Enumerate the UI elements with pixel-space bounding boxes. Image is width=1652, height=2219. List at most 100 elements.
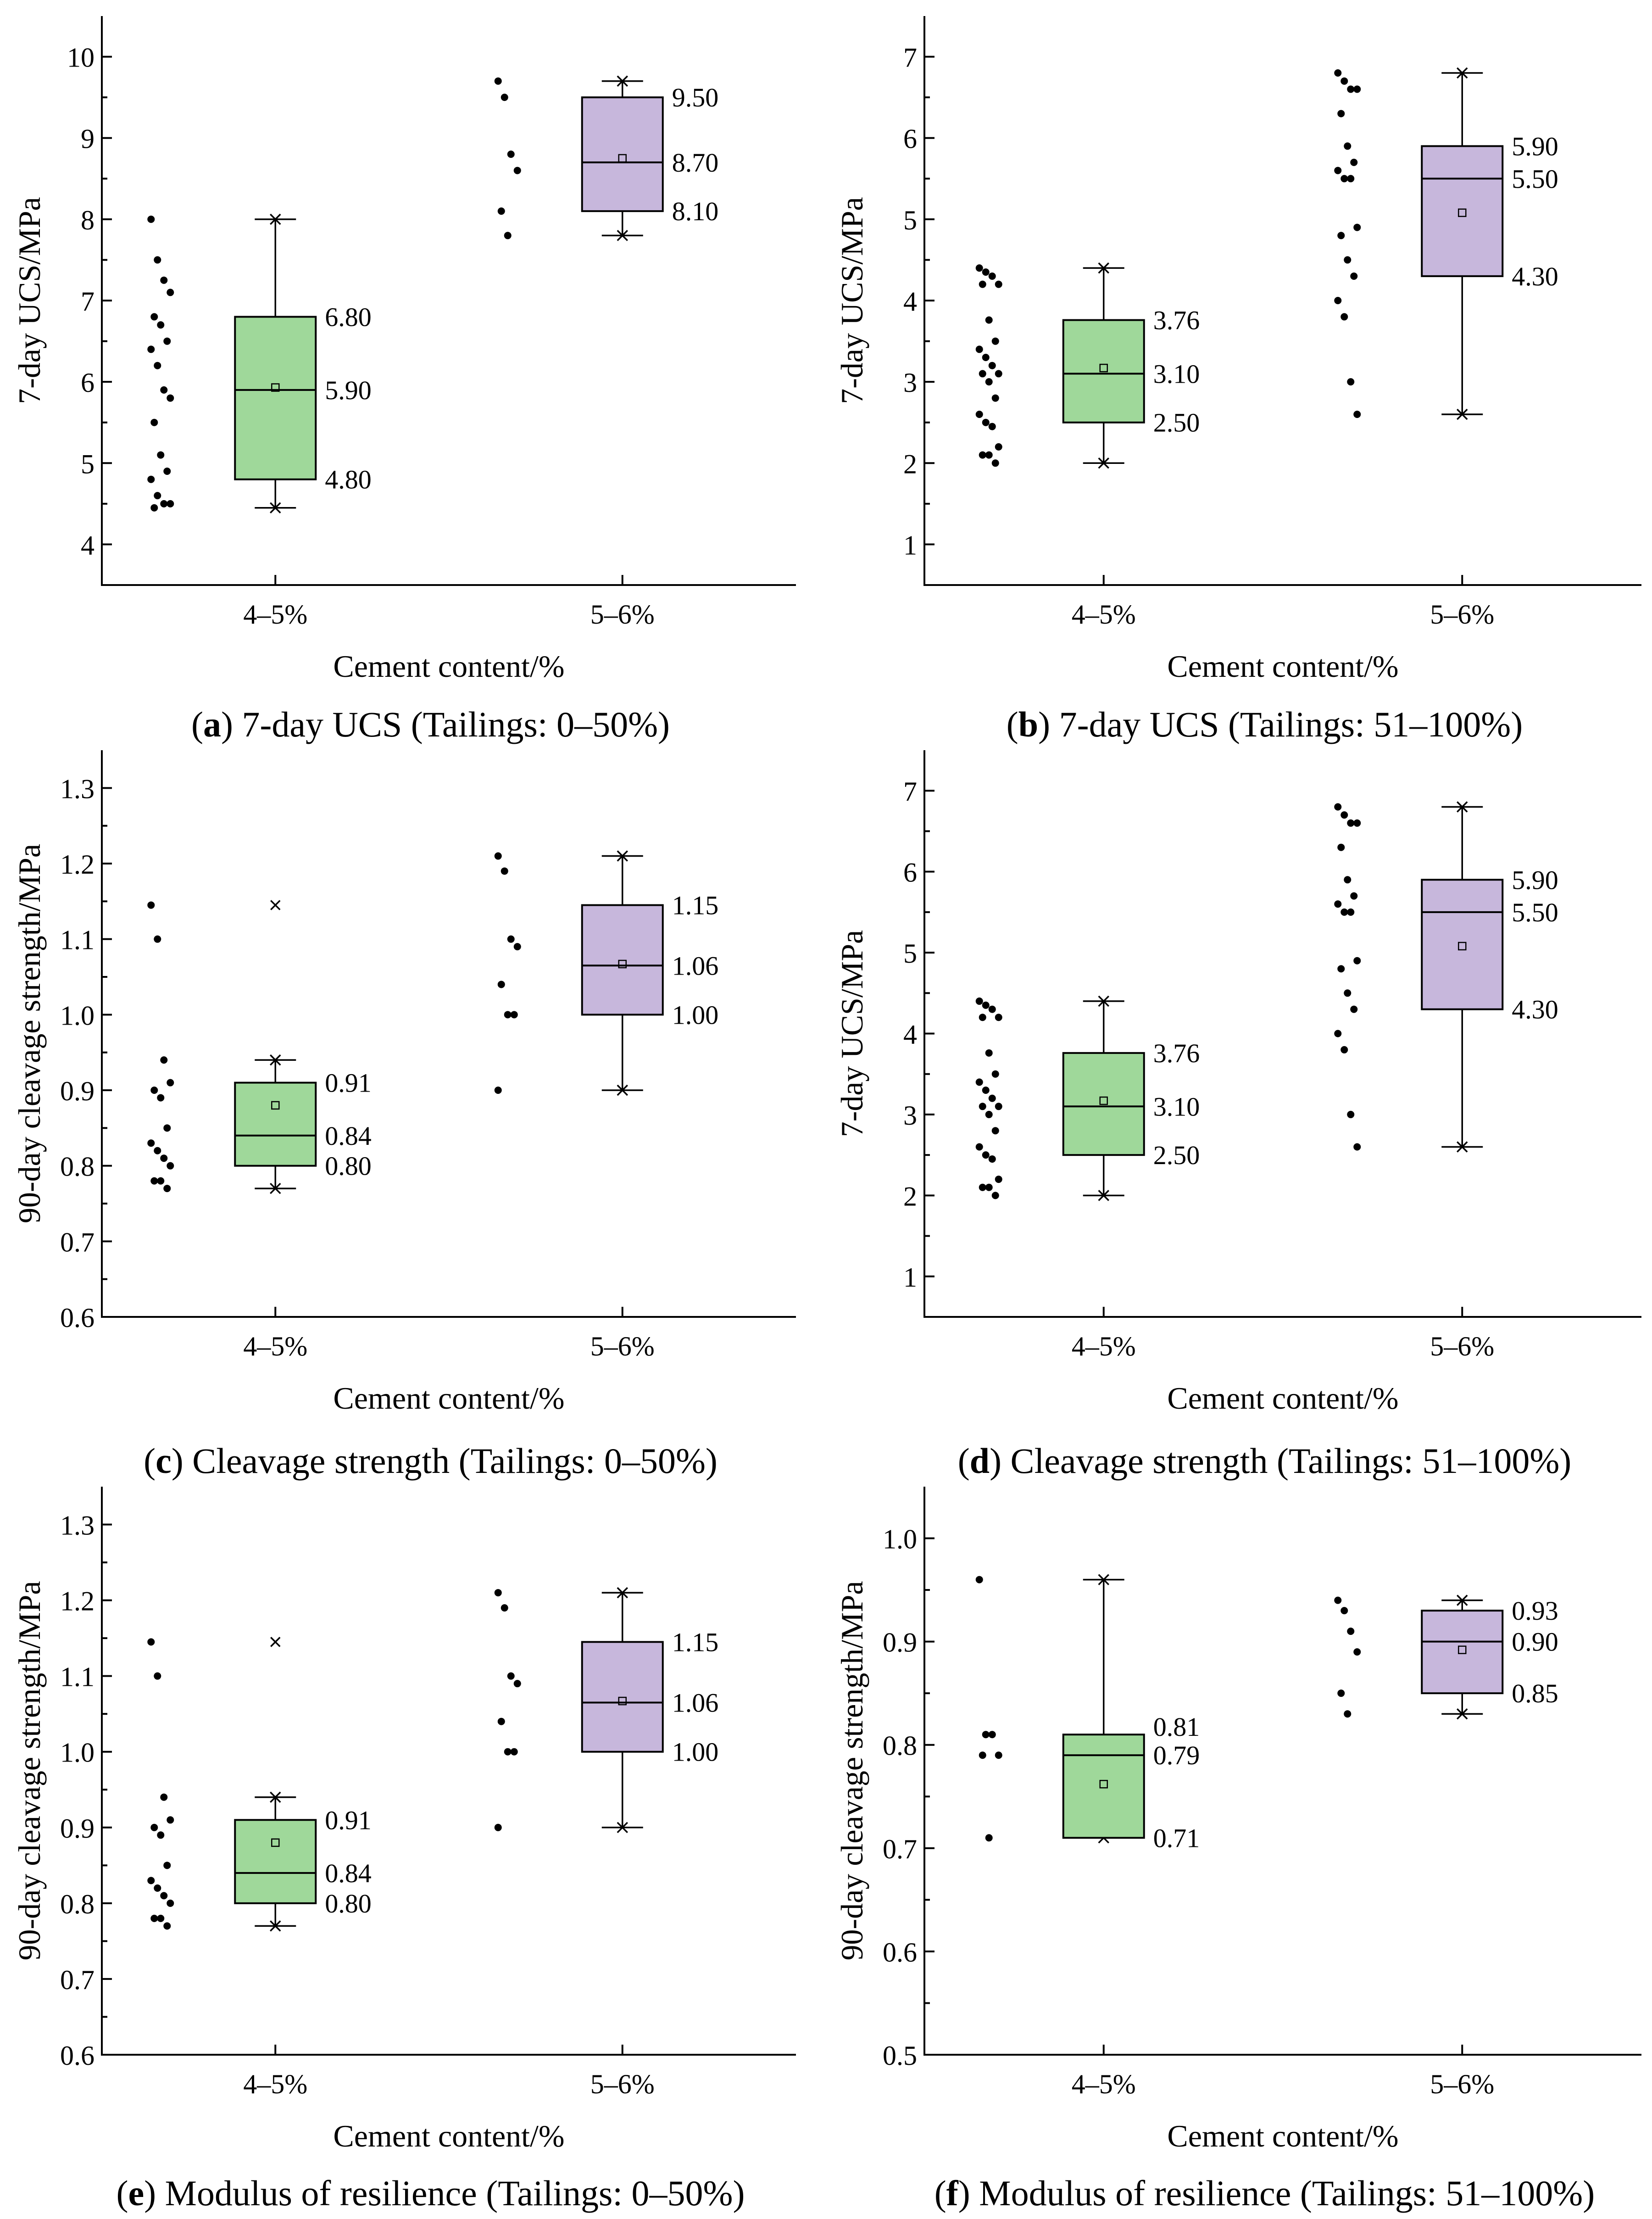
data-point	[1341, 313, 1348, 321]
value-label-q1: 0.85	[1512, 1678, 1558, 1708]
data-point	[501, 1604, 508, 1612]
value-label-q3: 3.76	[1153, 1038, 1200, 1068]
box-group-1: 3.76 3.10 2.50	[975, 262, 1200, 469]
data-point	[975, 1143, 983, 1151]
panel-caption: (d) Cleavage strength (Tailings: 51–100%…	[958, 1441, 1572, 1481]
data-point	[1350, 1005, 1358, 1013]
value-label-median: 1.06	[672, 1688, 719, 1717]
data-point	[160, 276, 168, 284]
y-tick-label: 8	[81, 205, 95, 235]
panel-caption: (c) Cleavage strength (Tailings: 0–50%)	[144, 1441, 718, 1481]
data-point	[988, 1155, 996, 1163]
data-point	[979, 370, 986, 378]
whisker-cap-marker	[1457, 801, 1468, 813]
data-point	[150, 1087, 158, 1094]
y-tick-label: 1.0	[60, 1000, 95, 1031]
data-point	[494, 77, 502, 85]
data-point	[1337, 232, 1345, 240]
value-label-median: 3.10	[1153, 359, 1200, 389]
data-point	[167, 289, 174, 296]
y-axis-label: 7-day UCS/MPa	[834, 930, 869, 1137]
y-tick-label: 5	[903, 205, 917, 235]
x-axis-label: Cement content/%	[333, 649, 564, 684]
data-point	[504, 1748, 512, 1756]
caption-letter: e	[128, 2173, 144, 2213]
y-tick-label: 3	[903, 368, 917, 398]
data-point	[1337, 965, 1345, 973]
data-point	[975, 411, 983, 418]
y-tick-label: 7	[903, 43, 917, 73]
y-tick-label: 1.2	[60, 849, 95, 880]
x-axis-label: Cement content/%	[333, 2119, 564, 2153]
data-point	[501, 94, 508, 101]
whisker-cap-marker	[1457, 1141, 1468, 1153]
data-point	[167, 1816, 174, 1824]
value-label-q3: 9.50	[672, 83, 719, 112]
data-point	[513, 1680, 521, 1688]
y-tick-label: 1.1	[60, 925, 95, 955]
data-point	[163, 1922, 171, 1930]
data-point	[985, 1834, 993, 1842]
data-point	[988, 362, 996, 369]
caption-text: ) Cleavage strength (Tailings: 0–50%)	[172, 1441, 718, 1481]
y-tick-label: 1.3	[60, 1511, 95, 1541]
data-point	[995, 1103, 1002, 1110]
data-point	[975, 264, 983, 272]
data-point	[510, 1011, 518, 1019]
mean-marker	[271, 383, 280, 392]
box-group-1: 6.80 5.90 4.80	[147, 213, 372, 513]
data-point	[1334, 69, 1342, 77]
y-tick-label: 0.8	[60, 1152, 95, 1182]
y-tick-label: 0.9	[60, 1076, 95, 1106]
box-iqr	[234, 316, 317, 480]
data-point	[147, 1638, 155, 1646]
box-iqr	[234, 1082, 317, 1167]
panel-caption: (b) 7-day UCS (Tailings: 51–100%)	[1007, 704, 1523, 744]
x-tick-label: 4–5%	[1072, 1331, 1136, 1361]
mean-marker	[618, 959, 627, 969]
value-label-q3: 1.15	[672, 1627, 719, 1657]
data-point	[160, 1892, 168, 1900]
y-axis-label: 90-day cleavage strength/MPa	[834, 1581, 869, 1960]
data-point	[157, 451, 165, 459]
data-point	[1353, 223, 1361, 231]
panel-caption: (e) Modulus of resilience (Tailings: 0–5…	[116, 2173, 745, 2213]
x-tick-label: 4–5%	[243, 599, 307, 630]
data-point	[147, 346, 155, 353]
x-tick-label: 5–6%	[1430, 2069, 1494, 2099]
y-tick-label: 0.5	[883, 2041, 917, 2071]
mean-marker	[1458, 942, 1467, 951]
y-tick-label: 1	[903, 530, 917, 560]
data-point	[975, 997, 983, 1005]
caption-letter: f	[946, 2173, 959, 2213]
data-point	[1337, 110, 1345, 117]
data-point	[1341, 77, 1348, 85]
y-tick-label: 0.6	[883, 1937, 917, 1968]
y-tick-label: 5	[81, 449, 95, 479]
whisker-cap-marker	[1098, 1574, 1109, 1585]
box-group-2: 5.905.50 4.30	[1334, 67, 1558, 420]
data-point	[167, 1899, 174, 1907]
value-label-q1: 2.50	[1153, 408, 1200, 438]
data-point	[157, 1177, 165, 1185]
data-point	[504, 232, 512, 240]
box-group-1: 3.76 3.10 2.50	[975, 995, 1200, 1201]
value-label-q3: 5.90	[1512, 865, 1558, 895]
data-point	[160, 1056, 168, 1064]
data-point	[1341, 1046, 1348, 1054]
data-point	[1341, 908, 1348, 916]
box-iqr	[1421, 879, 1504, 1010]
data-point	[163, 1124, 171, 1132]
data-point	[154, 1672, 161, 1680]
whisker-cap-marker	[1457, 1708, 1468, 1720]
data-point	[985, 1110, 993, 1118]
caption-text: ) Modulus of resilience (Tailings: 0–50%…	[144, 2173, 745, 2213]
whisker-cap-marker	[1098, 1190, 1109, 1201]
data-point	[1347, 85, 1355, 93]
y-tick-label: 6	[903, 858, 917, 888]
whisker-cap-marker	[270, 1791, 281, 1803]
x-axis-label: Cement content/%	[333, 1381, 564, 1416]
y-tick-label: 3	[903, 1100, 917, 1131]
x-tick-label: 5–6%	[1430, 1331, 1494, 1361]
mean-marker	[1099, 1096, 1108, 1105]
